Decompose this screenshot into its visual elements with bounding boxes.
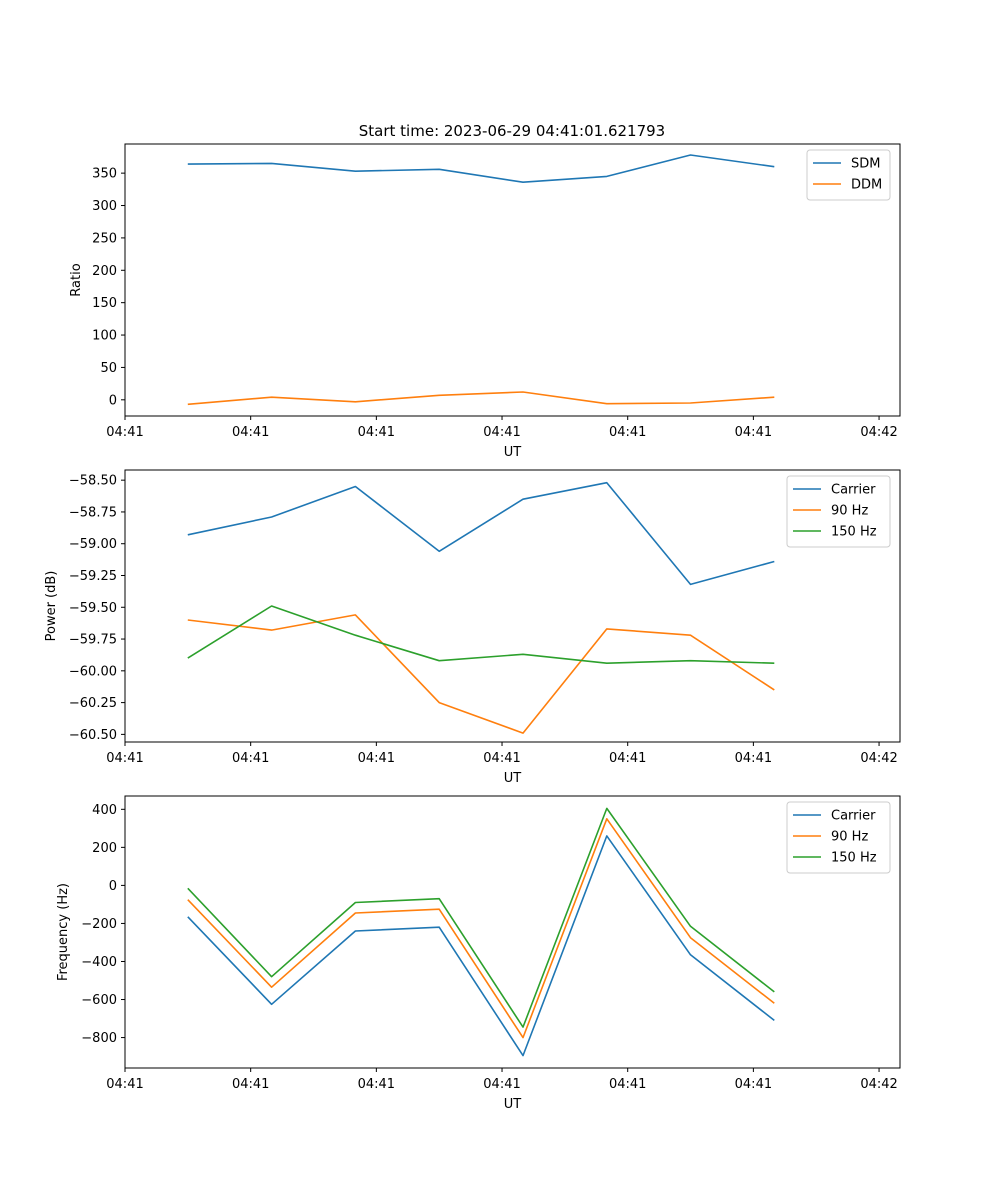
- power-series-90-hz: [187, 614, 775, 734]
- y-tick-label: −59.25: [69, 569, 117, 584]
- y-tick-label: 300: [92, 199, 117, 214]
- power-panel: 04:41 04:41 04:41 04:41 04:41 04:41 04:42 −60.5…: [44, 469, 901, 786]
- x-tick-label: 04:42: [860, 1077, 897, 1092]
- y-tick-label: −400: [81, 955, 117, 970]
- x-tick-label: 04:41: [609, 425, 646, 440]
- ratio-axes-frame: [124, 143, 901, 417]
- legend-label: DDM: [851, 178, 882, 193]
- ratio-panel: 04:41 04:41 04:41 04:41 04:41 04:41 04:42 0 50 10…: [69, 143, 901, 460]
- legend-box: [786, 475, 891, 548]
- frequency-legend: Carrier 90 Hz 150 Hz: [786, 801, 891, 874]
- y-tick-label: 350: [92, 167, 117, 182]
- y-tick-label: −60.00: [69, 664, 117, 679]
- ratio-series-ddm: [187, 391, 775, 406]
- y-axis-label: Frequency (Hz): [56, 883, 71, 981]
- x-tick-label: 04:41: [106, 751, 143, 766]
- y-tick-label: 200: [92, 264, 117, 279]
- power-axes-frame: [124, 469, 901, 743]
- x-tick-label: 04:42: [860, 751, 897, 766]
- y-tick-label: −60.50: [69, 728, 117, 743]
- y-tick-label: −59.75: [69, 633, 117, 648]
- legend-label: 90 Hz: [831, 830, 868, 845]
- x-tick-label: 04:41: [735, 751, 772, 766]
- y-tick-label: 0: [109, 393, 117, 408]
- x-tick-label: 04:42: [860, 425, 897, 440]
- x-tick-label: 04:41: [106, 425, 143, 440]
- y-axis-label: Ratio: [69, 263, 84, 296]
- legend-box: [786, 801, 891, 874]
- x-tick-label: 04:41: [358, 425, 395, 440]
- y-tick-label: −60.25: [69, 696, 117, 711]
- x-axis-label: UT: [504, 445, 522, 460]
- y-tick-label: −58.50: [69, 474, 117, 489]
- power-series-150-hz: [187, 605, 775, 665]
- x-tick-label: 04:41: [358, 1077, 395, 1092]
- y-tick-label: 50: [100, 361, 117, 376]
- x-tick-label: 04:41: [483, 1077, 520, 1092]
- x-tick-label: 04:41: [232, 425, 269, 440]
- x-tick-label: 04:41: [483, 751, 520, 766]
- legend-label: 90 Hz: [831, 504, 868, 519]
- legend-label: Carrier: [831, 483, 876, 498]
- legend-label: 150 Hz: [831, 525, 877, 540]
- x-tick-label: 04:41: [232, 1077, 269, 1092]
- legend-label: 150 Hz: [831, 851, 877, 866]
- x-tick-label: 04:41: [735, 1077, 772, 1092]
- x-tick-label: 04:41: [609, 751, 646, 766]
- x-tick-label: 04:41: [735, 425, 772, 440]
- y-axis-label: Power (dB): [44, 571, 59, 642]
- y-tick-label: −200: [81, 917, 117, 932]
- legend-label: Carrier: [831, 809, 876, 824]
- y-tick-label: −58.75: [69, 505, 117, 520]
- frequency-axes-frame: [124, 795, 901, 1069]
- y-tick-label: 400: [92, 803, 117, 818]
- x-tick-label: 04:41: [483, 425, 520, 440]
- ratio-series-sdm: [187, 154, 775, 183]
- x-tick-label: 04:41: [609, 1077, 646, 1092]
- y-tick-label: 100: [92, 329, 117, 344]
- y-tick-label: −600: [81, 993, 117, 1008]
- frequency-series-carrier: [187, 835, 775, 1057]
- x-tick-label: 04:41: [358, 751, 395, 766]
- y-tick-label: −59.50: [69, 601, 117, 616]
- power-series-carrier: [187, 481, 775, 586]
- legend-label: SDM: [851, 157, 880, 172]
- x-axis-label: UT: [504, 1097, 522, 1112]
- y-tick-label: 150: [92, 296, 117, 311]
- x-tick-label: 04:41: [106, 1077, 143, 1092]
- frequency-series-150-hz: [187, 807, 775, 1028]
- y-tick-label: 250: [92, 231, 117, 246]
- figure-title: Start time: 2023-06-29 04:41:01.621793: [359, 122, 665, 140]
- y-tick-label: 0: [109, 879, 117, 894]
- y-tick-label: 200: [92, 841, 117, 856]
- y-tick-label: −59.00: [69, 537, 117, 552]
- x-axis-label: UT: [504, 771, 522, 786]
- power-legend: Carrier 90 Hz 150 Hz: [786, 475, 891, 548]
- ratio-legend: SDM DDM: [806, 149, 891, 201]
- frequency-panel: 04:41 04:41 04:41 04:41 04:41 04:41 04:42 −800 −…: [56, 795, 901, 1112]
- frequency-series-90-hz: [187, 817, 775, 1039]
- y-tick-label: −800: [81, 1031, 117, 1046]
- x-tick-label: 04:41: [232, 751, 269, 766]
